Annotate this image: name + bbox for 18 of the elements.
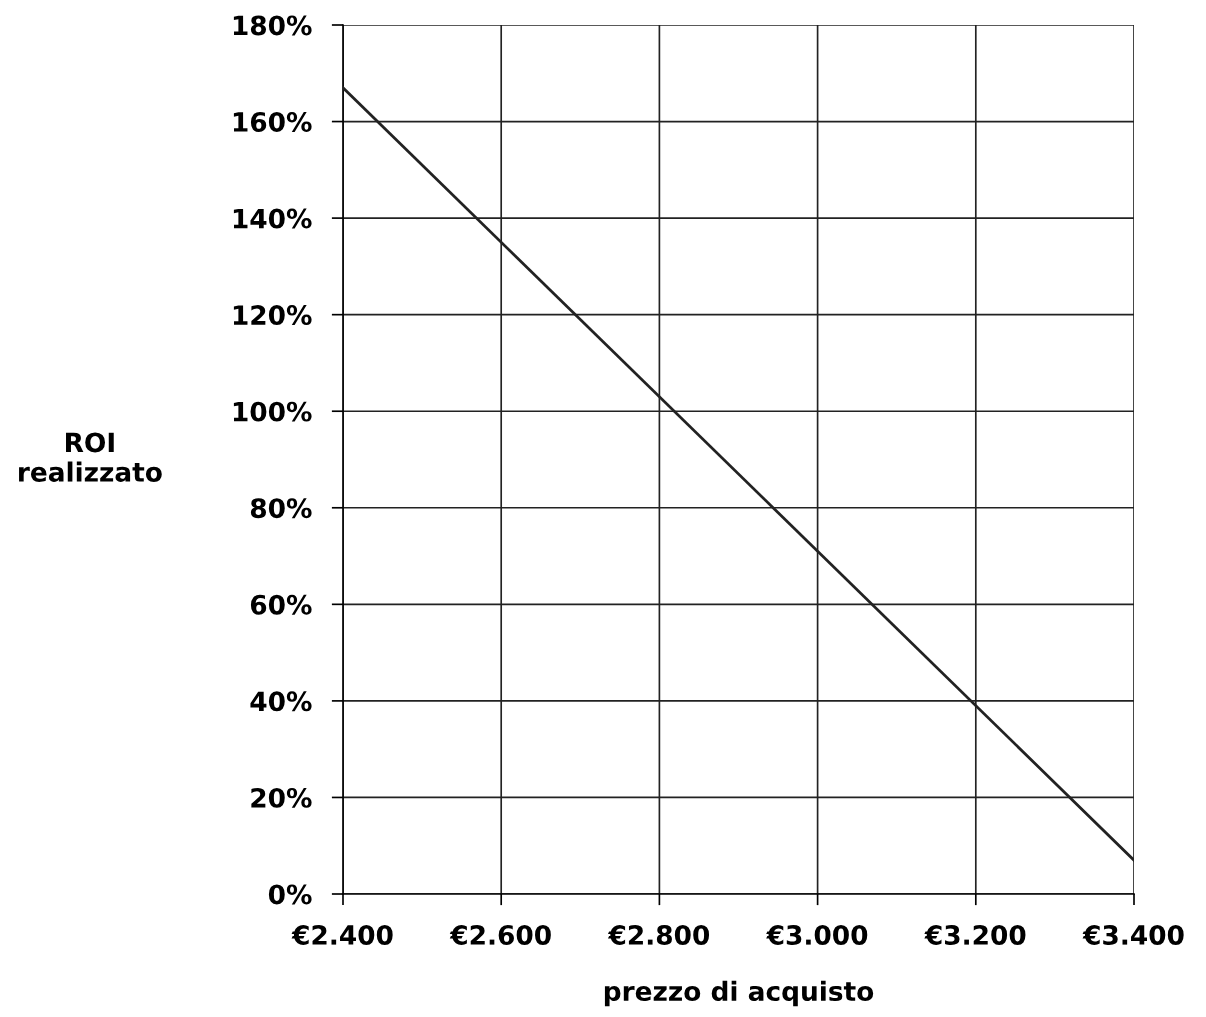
y-tick-label: 180% [233, 15, 312, 36]
y-tick-label: 60% [250, 594, 312, 615]
y-tick-label: 40% [250, 691, 312, 712]
y-tick-label: 100% [233, 401, 312, 422]
y-tick-label: 20% [251, 787, 312, 808]
y-tick-label: 0% [268, 884, 312, 905]
y-tick-label: 160% [233, 112, 312, 132]
x-tick-label: €3.000 [766, 925, 868, 945]
x-tick-label: €2.400 [291, 925, 393, 945]
x-tick-label: €2.800 [607, 925, 710, 945]
y-axis-title: ROI realizzato [19, 432, 162, 482]
y-tick-label: 140% [233, 208, 312, 229]
y-tick-label: 120% [233, 305, 312, 326]
x-tick-label: €3.200 [924, 925, 1026, 945]
x-tick-label: €2.600 [449, 925, 551, 945]
x-tick-label: €3.400 [1082, 925, 1184, 945]
y-tick-label: 80% [250, 498, 312, 519]
x-axis-title: prezzo di acquisto [604, 980, 874, 1007]
